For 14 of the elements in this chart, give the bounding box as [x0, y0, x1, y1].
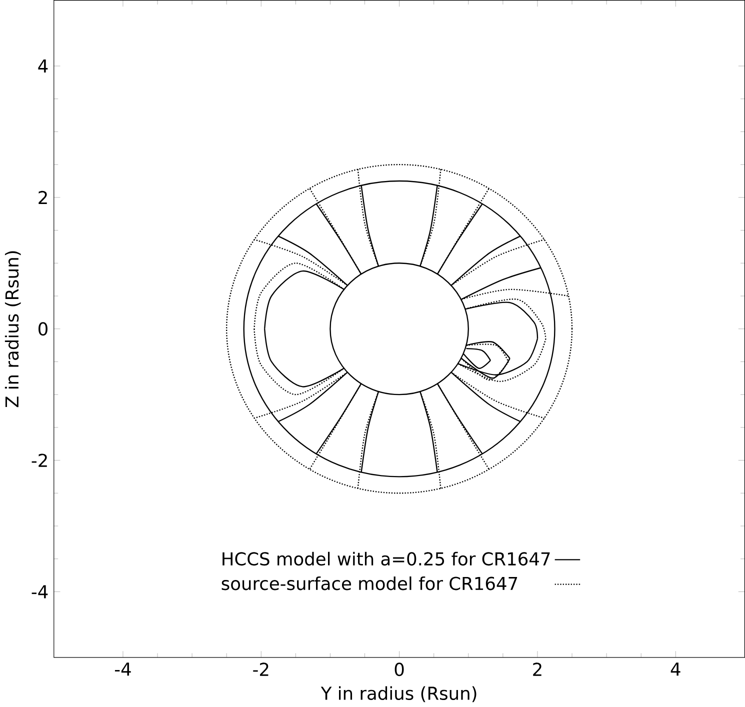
y-tick-label: 4: [38, 60, 48, 72]
x-tick-label: 2: [533, 662, 542, 676]
legend-label: source-surface model for CR1647: [222, 576, 518, 590]
y-axis-title: Z in radius (Rsun): [4, 251, 21, 408]
x-tick-label: 0: [394, 662, 404, 676]
y-tick-label: 0: [38, 322, 48, 336]
y-tick-label: -4: [32, 585, 48, 598]
x-tick-label: -2: [253, 662, 268, 676]
y-tick-label: 2: [38, 190, 47, 204]
legend-label: HCCS model with a=0.25 for CR1647: [222, 552, 550, 566]
x-axis-title: Y in radius (Rsun): [320, 686, 476, 702]
x-tick-label: -4: [114, 662, 131, 676]
x-tick-label: 4: [670, 662, 680, 676]
y-tick-label: -2: [32, 454, 47, 467]
